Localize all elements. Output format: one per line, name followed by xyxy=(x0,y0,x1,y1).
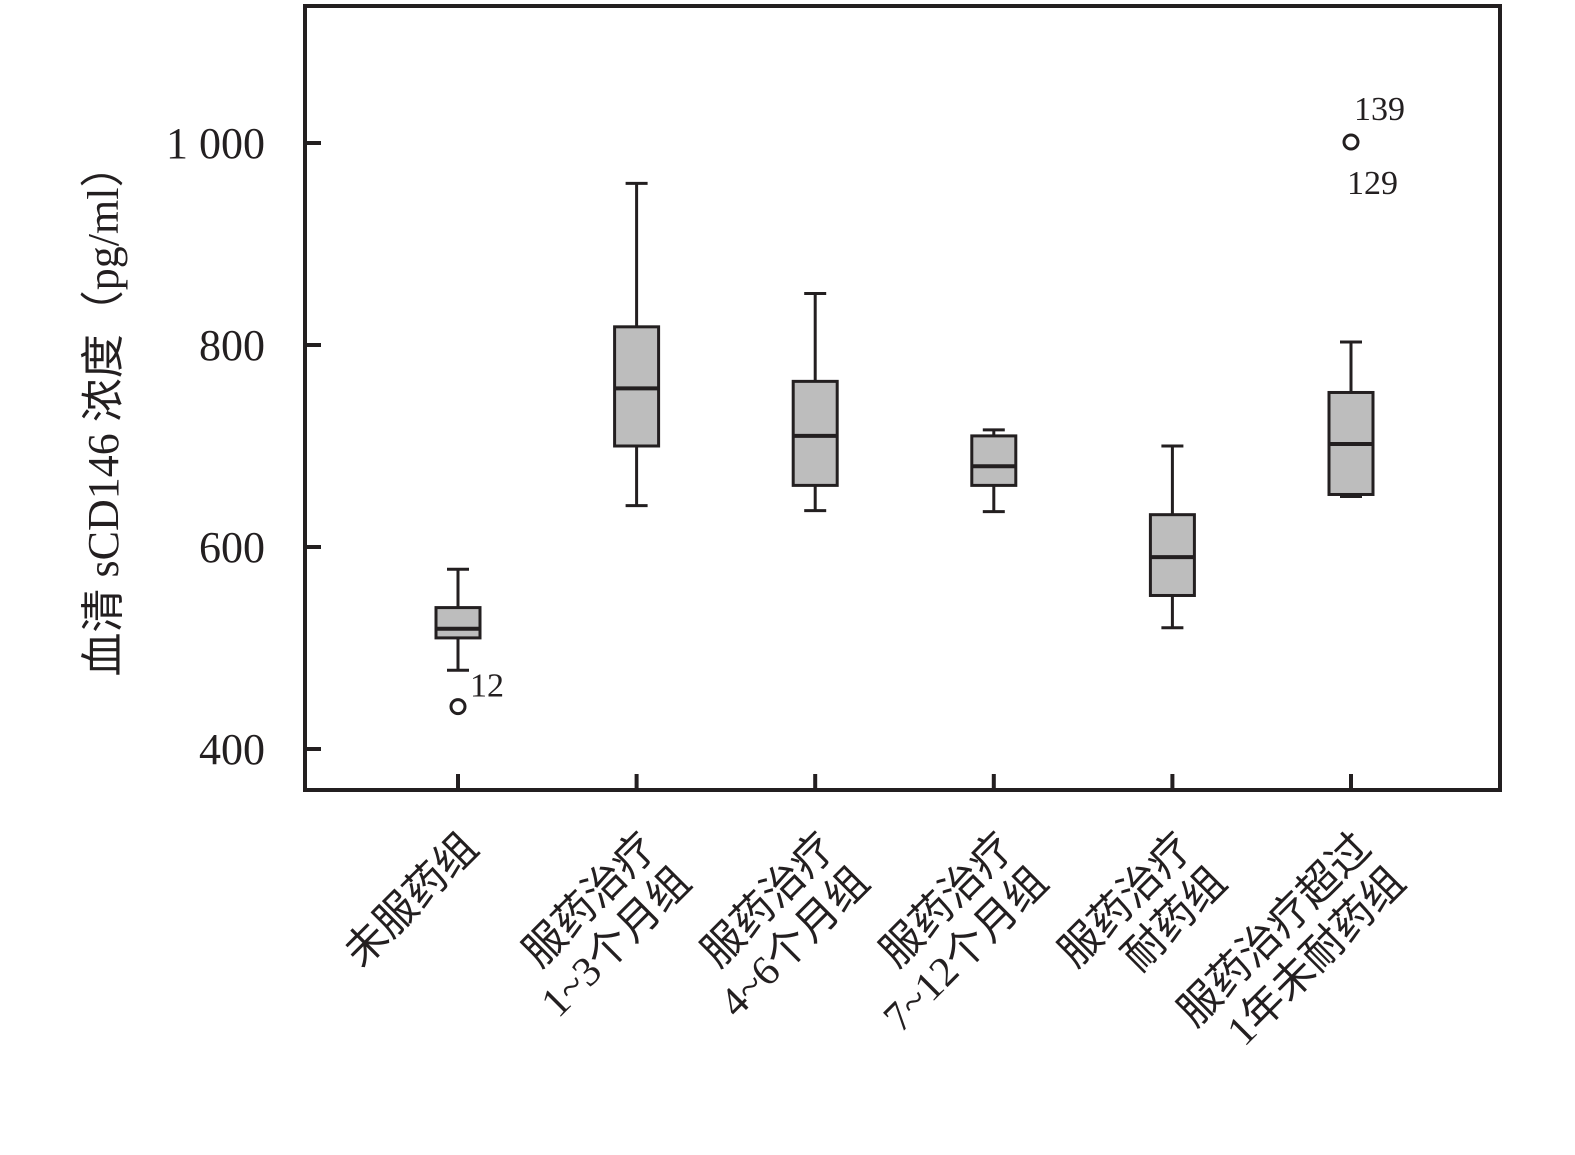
outlier-label: 129 xyxy=(1347,165,1398,202)
x-category-label: 服药治疗1~3个月组 xyxy=(499,825,701,1027)
box-group xyxy=(1327,340,1375,498)
box-group xyxy=(613,181,661,508)
x-category-label: 服药治疗4~6个月组 xyxy=(677,825,879,1027)
outlier-point xyxy=(449,698,467,716)
y-tick-label: 800 xyxy=(199,321,265,370)
x-category-label: 服药治疗超过1年未耐药组 xyxy=(1170,825,1415,1070)
box-iqr xyxy=(613,325,661,448)
box-iqr xyxy=(791,379,839,487)
plot-frame xyxy=(303,4,1502,792)
y-tick-label: 400 xyxy=(199,725,265,774)
x-category-label: 未服药组 xyxy=(336,825,487,976)
x-category-label: 服药治疗7~12个月组 xyxy=(841,825,1057,1041)
outlier-label: 139 xyxy=(1354,91,1405,128)
x-category-label-line: 未服药组 xyxy=(336,825,487,976)
box-iqr xyxy=(1148,513,1196,597)
box-group xyxy=(970,428,1018,514)
outlier-label: 12 xyxy=(470,668,504,705)
box-iqr xyxy=(970,434,1018,487)
y-tick-label: 600 xyxy=(199,523,265,572)
box-group xyxy=(434,567,482,672)
y-axis-label: 血清 sCD146 浓度（pg/ml） xyxy=(79,144,128,677)
box-group xyxy=(1148,444,1196,630)
box-iqr xyxy=(434,606,482,640)
box-group xyxy=(791,291,839,513)
outlier-point xyxy=(1342,133,1360,151)
y-tick-label: 1 000 xyxy=(166,119,265,168)
